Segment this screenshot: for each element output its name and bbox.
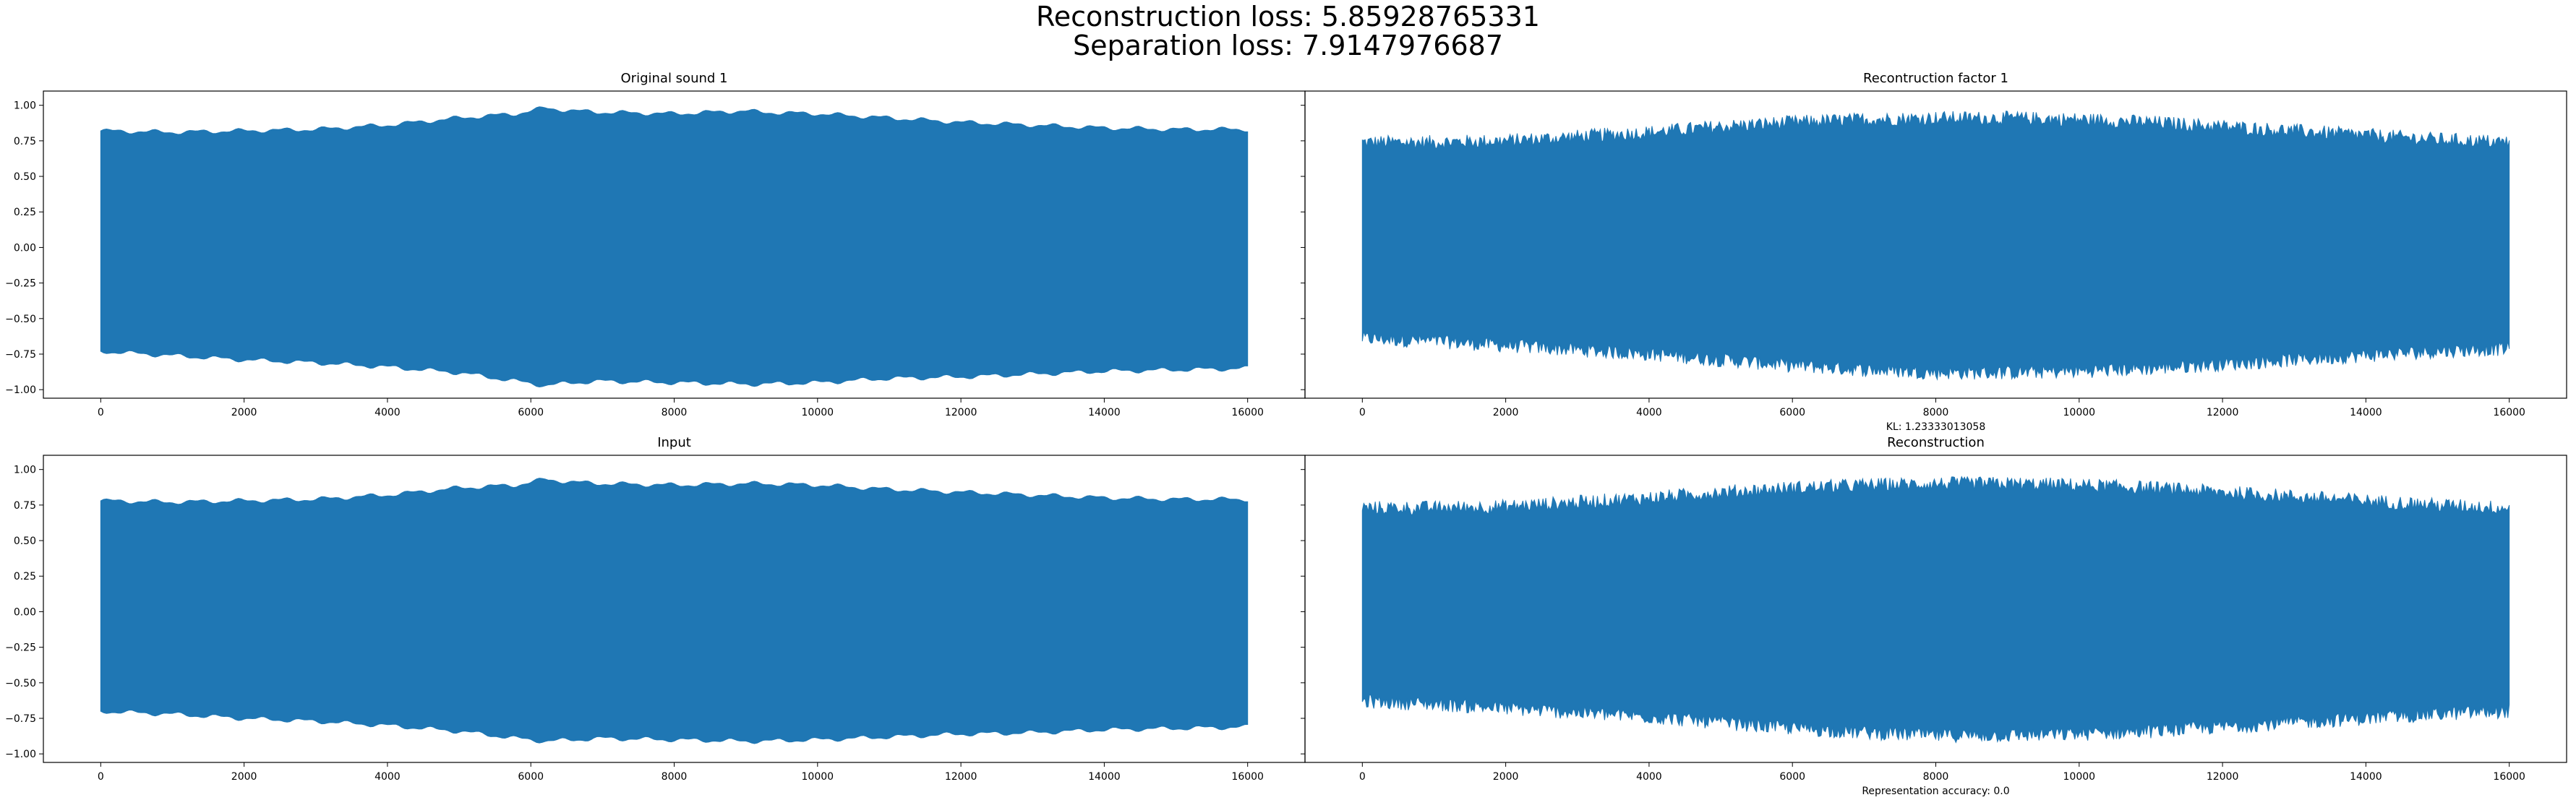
x-tick-label: 4000 — [375, 771, 401, 783]
y-tick-label: −1.00 — [5, 749, 36, 760]
y-tick-label: 0.25 — [14, 207, 36, 218]
y-tick-label: −0.50 — [5, 678, 36, 689]
waveform-series — [1361, 476, 2510, 744]
y-tick-label: 0.00 — [14, 606, 36, 618]
subplot-4: Reconstruction 0 2000 4000 6000 8000 10000 1200… — [1301, 435, 2567, 797]
x-tick-label: 10000 — [2063, 407, 2096, 418]
x-tick-label: 0 — [1359, 771, 1366, 783]
x-tick-label: 12000 — [2207, 771, 2239, 783]
x-tick-label: 16000 — [1231, 407, 1264, 418]
x-tick-label: 0 — [98, 771, 104, 783]
x-tick-label: 16000 — [2493, 407, 2525, 418]
x-tick-label: 12000 — [945, 407, 977, 418]
y-tick-label: 0.75 — [14, 500, 36, 512]
y-tick-label: 0.50 — [14, 536, 36, 547]
x-tick-label: 4000 — [1636, 407, 1662, 418]
x-tick-label: 8000 — [662, 771, 688, 783]
x-tick-label: 4000 — [375, 407, 401, 418]
x-tick-label: 6000 — [1779, 407, 1805, 418]
x-tick-label: 10000 — [802, 771, 834, 783]
waveform-series — [100, 106, 1249, 388]
y-tick-label: 1.00 — [14, 100, 36, 112]
x-tick-label: 14000 — [2350, 771, 2382, 783]
x-tick-label: 0 — [98, 407, 104, 418]
subplot-1: Original sound 1 0 2000 4000 6000 8000 10000 12… — [5, 71, 1306, 418]
x-tick-label: 2000 — [231, 771, 257, 783]
x-tick-label: 2000 — [1493, 407, 1519, 418]
x-tick-label: 8000 — [1923, 407, 1949, 418]
x-tick-label: 14000 — [1088, 771, 1121, 783]
x-tick-label: 14000 — [1088, 407, 1121, 418]
x-tick-label: 16000 — [1231, 771, 1264, 783]
subplot-title: Recontruction factor 1 — [1863, 71, 2008, 86]
y-tick-label: −0.50 — [5, 314, 36, 325]
subplot-3: Input 0 2000 4000 6000 8000 10000 12000 14000 160… — [5, 435, 1306, 783]
y-tick-label: −0.25 — [5, 642, 36, 654]
y-tick-label: 0.75 — [14, 136, 36, 147]
subplot-title: Original sound 1 — [621, 71, 728, 86]
waveform-series — [100, 478, 1249, 744]
x-tick-label: 8000 — [1923, 771, 1949, 783]
x-tick-label: 4000 — [1636, 771, 1662, 783]
x-tick-label: 6000 — [1779, 771, 1805, 783]
x-tick-label: 0 — [1359, 407, 1366, 418]
y-tick-label: −0.75 — [5, 713, 36, 725]
x-tick-label: 2000 — [231, 407, 257, 418]
suptitle-reconstruction-loss: Reconstruction loss: 5.85928765331 — [1036, 1, 1540, 33]
x-tick-label: 10000 — [2063, 771, 2096, 783]
y-tick-label: 1.00 — [14, 465, 36, 476]
y-tick-label: 0.25 — [14, 571, 36, 582]
subplot-title: Input — [657, 435, 691, 450]
subplot-note: KL: 1.23333013058 — [1886, 421, 1985, 433]
y-tick-label: 0.00 — [14, 242, 36, 254]
x-tick-label: 12000 — [2207, 407, 2239, 418]
suptitle-separation-loss: Separation loss: 7.9147976687 — [1073, 30, 1503, 61]
x-tick-label: 8000 — [662, 407, 688, 418]
y-tick-label: −0.75 — [5, 349, 36, 361]
subplot-2: Recontruction factor 1 0 2000 4000 6000 8000 1… — [1301, 71, 2567, 433]
waveform-series — [1361, 110, 2510, 381]
y-tick-label: 0.50 — [14, 171, 36, 183]
subplot-title: Reconstruction — [1887, 435, 1985, 450]
y-tick-label: −1.00 — [5, 384, 36, 396]
x-tick-label: 16000 — [2493, 771, 2525, 783]
x-tick-label: 12000 — [945, 771, 977, 783]
x-tick-label: 6000 — [518, 771, 544, 783]
x-tick-label: 10000 — [802, 407, 834, 418]
y-tick-label: −0.25 — [5, 278, 36, 290]
x-tick-label: 6000 — [518, 407, 544, 418]
subplot-note: Representation accuracy: 0.0 — [1862, 786, 2009, 797]
x-tick-label: 14000 — [2350, 407, 2382, 418]
x-tick-label: 2000 — [1493, 771, 1519, 783]
